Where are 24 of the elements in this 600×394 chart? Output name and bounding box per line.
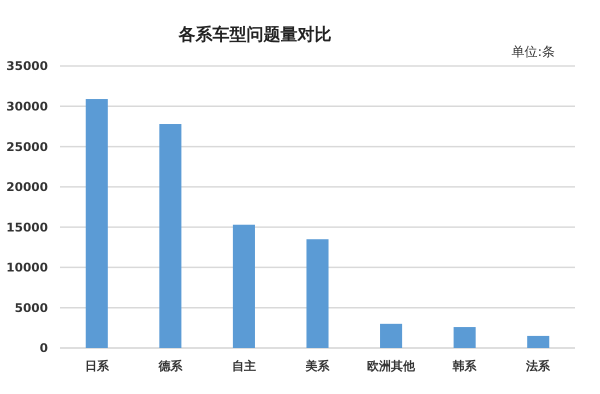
chart-title: 各系车型问题量对比	[178, 25, 332, 45]
y-tick-label: 15000	[6, 220, 48, 234]
x-tick-label: 法系	[525, 359, 552, 373]
bar	[159, 124, 182, 348]
y-tick-label: 30000	[6, 99, 48, 114]
bar	[232, 224, 255, 348]
y-tick-label: 0	[40, 341, 48, 356]
text: 单位:条	[512, 45, 555, 60]
bar	[86, 99, 108, 348]
x-tick-label: 韩系	[452, 359, 478, 373]
y-tick-label: 35000	[6, 59, 48, 74]
bar	[306, 239, 329, 348]
y-tick-label: 25000	[6, 140, 48, 154]
x-tick-label: 自主	[232, 359, 256, 373]
bar	[454, 327, 476, 348]
x-tick-label: 美系	[304, 359, 330, 373]
x-tick-label: 欧洲其他	[367, 359, 416, 373]
y-tick-label: 5000	[14, 300, 48, 315]
y-tick-label: 10000	[6, 260, 48, 275]
y-tick-label: 20000	[6, 180, 48, 194]
bar	[527, 336, 550, 348]
x-tick-label: 日系	[84, 359, 110, 373]
bar	[380, 324, 402, 348]
x-tick-label: 德系	[157, 359, 184, 373]
